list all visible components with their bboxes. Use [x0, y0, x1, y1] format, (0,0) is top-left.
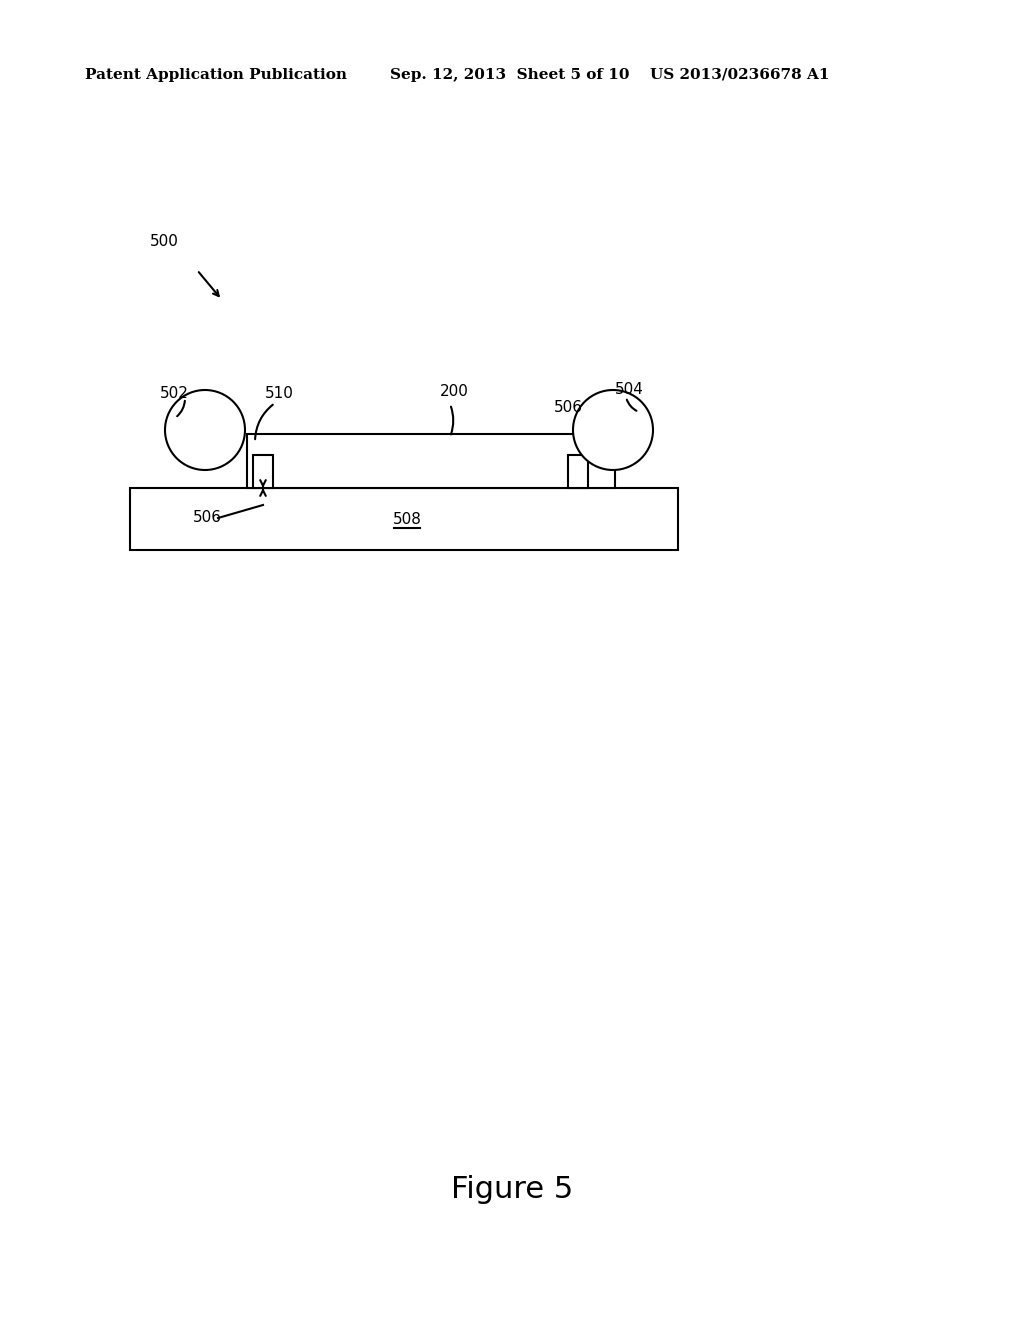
Text: Patent Application Publication: Patent Application Publication: [85, 69, 347, 82]
Text: 510: 510: [265, 385, 294, 400]
Text: Figure 5: Figure 5: [451, 1176, 573, 1204]
Text: 506: 506: [554, 400, 583, 416]
Bar: [253, 455, 273, 488]
Text: 508: 508: [392, 512, 422, 528]
Text: 504: 504: [615, 383, 644, 397]
Circle shape: [573, 389, 653, 470]
Bar: [130, 488, 678, 550]
Text: 502: 502: [160, 385, 188, 400]
Text: 500: 500: [150, 235, 179, 249]
Text: US 2013/0236678 A1: US 2013/0236678 A1: [650, 69, 829, 82]
Circle shape: [165, 389, 245, 470]
Bar: [247, 434, 615, 488]
Text: 506: 506: [193, 511, 222, 525]
Bar: [568, 455, 588, 488]
Text: 200: 200: [440, 384, 469, 400]
Text: Sep. 12, 2013  Sheet 5 of 10: Sep. 12, 2013 Sheet 5 of 10: [390, 69, 630, 82]
